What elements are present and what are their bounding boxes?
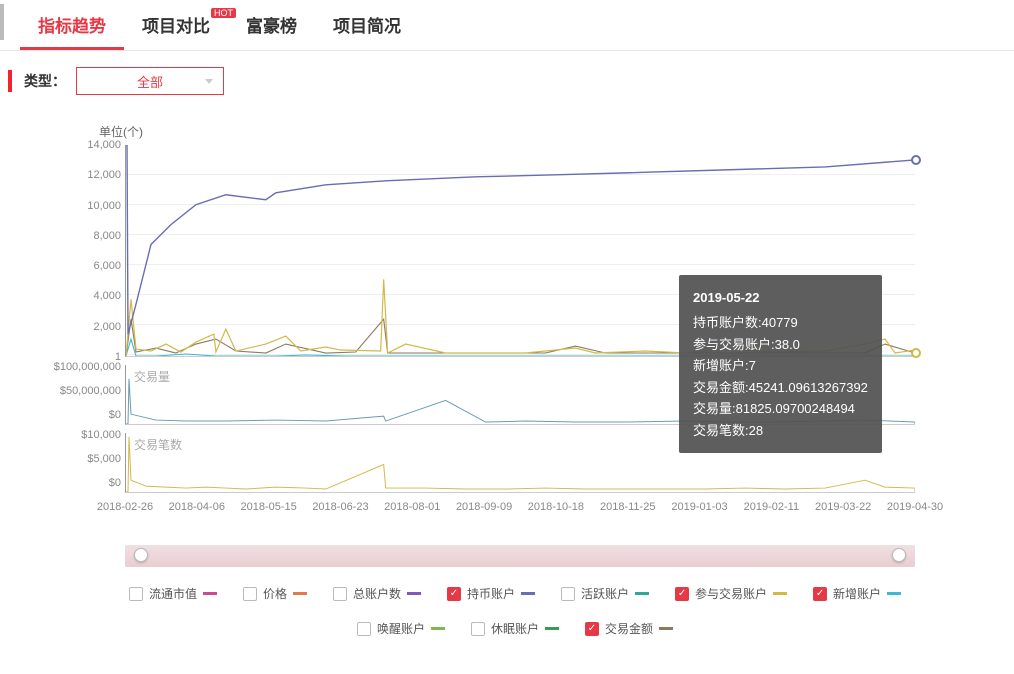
dropdown-value: 全部 bbox=[137, 72, 163, 91]
legend-item-1[interactable]: 价格 bbox=[243, 585, 307, 602]
y-tick-label: 2,000 bbox=[61, 321, 121, 333]
y2-tick-label: $0 bbox=[45, 409, 121, 421]
x-tick-label: 2018-05-15 bbox=[240, 501, 296, 513]
range-slider[interactable] bbox=[125, 545, 915, 567]
legend-swatch bbox=[659, 627, 673, 630]
tab-3[interactable]: 项目简况 bbox=[315, 0, 419, 50]
legend-swatch bbox=[293, 592, 307, 595]
tooltip-row: 新增账户:7 bbox=[693, 355, 868, 376]
x-tick-label: 2019-04-30 bbox=[887, 501, 943, 513]
legend-label: 休眠账户 bbox=[491, 620, 539, 637]
x-tick-label: 2019-03-22 bbox=[815, 501, 871, 513]
tooltip-row: 参与交易账户:38.0 bbox=[693, 334, 868, 355]
filter-accent-bar bbox=[8, 70, 12, 92]
legend: 流通市值 价格 总账户数 持币账户 活跃账户 参与交易账户 新增账户唤醒账户 休眠账户 交易金额 bbox=[75, 585, 955, 637]
legend-item-5[interactable]: 参与交易账户 bbox=[675, 585, 787, 602]
x-tick-label: 2018-10-18 bbox=[528, 501, 584, 513]
y-tick-label: 4,000 bbox=[61, 290, 121, 302]
tooltip-row: 持币账户数:40779 bbox=[693, 312, 868, 333]
tab-2[interactable]: 富豪榜 bbox=[228, 0, 315, 50]
x-tick-label: 2018-06-23 bbox=[312, 501, 368, 513]
legend-item-3[interactable]: 持币账户 bbox=[447, 585, 535, 602]
chart-tooltip: 2019-05-22 持币账户数:40779参与交易账户:38.0新增账户:7交… bbox=[679, 275, 882, 453]
legend-swatch bbox=[431, 627, 445, 630]
x-tick-label: 2018-02-26 bbox=[97, 501, 153, 513]
y3-tick-label: $5,000 bbox=[61, 453, 121, 465]
y3-tick-label: $10,000 bbox=[61, 429, 121, 441]
legend-label: 流通市值 bbox=[149, 585, 197, 602]
y-axis-unit: 单位(个) bbox=[99, 123, 143, 140]
series-marker-top bbox=[911, 155, 921, 165]
legend-swatch bbox=[407, 592, 421, 595]
legend-item-0[interactable]: 流通市值 bbox=[129, 585, 217, 602]
legend-checkbox[interactable] bbox=[675, 587, 689, 601]
series-marker-mid bbox=[911, 348, 921, 358]
legend-label: 活跃账户 bbox=[581, 585, 629, 602]
legend-checkbox[interactable] bbox=[471, 622, 485, 636]
x-tick-label: 2018-11-25 bbox=[600, 501, 655, 513]
legend-item-7[interactable]: 唤醒账户 bbox=[357, 620, 445, 637]
y-tick-label: 14,000 bbox=[61, 139, 121, 151]
legend-item-9[interactable]: 交易金额 bbox=[585, 620, 673, 637]
legend-label: 交易金额 bbox=[605, 620, 653, 637]
filter-row: 类型： 全部 bbox=[0, 51, 1014, 95]
legend-label: 新增账户 bbox=[833, 585, 881, 602]
legend-item-2[interactable]: 总账户数 bbox=[333, 585, 421, 602]
legend-label: 价格 bbox=[263, 585, 287, 602]
slider-handle-left[interactable] bbox=[134, 548, 148, 562]
legend-label: 总账户数 bbox=[353, 585, 401, 602]
legend-swatch bbox=[521, 592, 535, 595]
tooltip-row: 交易量:81825.09700248494 bbox=[693, 398, 868, 419]
tab-accent-bar bbox=[0, 4, 4, 40]
x-tick-label: 2018-08-01 bbox=[384, 501, 440, 513]
legend-checkbox[interactable] bbox=[447, 587, 461, 601]
legend-label: 唤醒账户 bbox=[377, 620, 425, 637]
y-tick-label: 12,000 bbox=[61, 169, 121, 181]
legend-swatch bbox=[545, 627, 559, 630]
x-tick-label: 2018-04-06 bbox=[169, 501, 225, 513]
legend-checkbox[interactable] bbox=[333, 587, 347, 601]
tab-1[interactable]: 项目对比HOT bbox=[124, 0, 228, 50]
tooltip-date: 2019-05-22 bbox=[693, 287, 868, 308]
filter-label: 类型： bbox=[24, 71, 66, 91]
x-tick-label: 2019-02-11 bbox=[744, 501, 799, 513]
y3-tick-label: $0 bbox=[61, 477, 121, 489]
legend-label: 持币账户 bbox=[467, 585, 515, 602]
legend-swatch bbox=[635, 592, 649, 595]
chevron-down-icon bbox=[205, 79, 213, 84]
x-tick-label: 2018-09-09 bbox=[456, 501, 512, 513]
type-dropdown[interactable]: 全部 bbox=[76, 67, 224, 95]
legend-item-6[interactable]: 新增账户 bbox=[813, 585, 901, 602]
slider-handle-right[interactable] bbox=[892, 548, 906, 562]
tooltip-row: 交易笔数:28 bbox=[693, 420, 868, 441]
y-tick-label: 10,000 bbox=[61, 200, 121, 212]
y2-tick-label: $50,000,000 bbox=[45, 385, 121, 397]
y2-tick-label: $100,000,000 bbox=[45, 361, 121, 373]
tab-bar: 指标趋势项目对比HOT富豪榜项目简况 bbox=[0, 0, 1014, 51]
legend-item-4[interactable]: 活跃账户 bbox=[561, 585, 649, 602]
legend-swatch bbox=[203, 592, 217, 595]
legend-item-8[interactable]: 休眠账户 bbox=[471, 620, 559, 637]
tab-0[interactable]: 指标趋势 bbox=[20, 0, 124, 50]
legend-checkbox[interactable] bbox=[243, 587, 257, 601]
tooltip-row: 交易金额:45241.09613267392 bbox=[693, 377, 868, 398]
legend-checkbox[interactable] bbox=[357, 622, 371, 636]
legend-swatch bbox=[773, 592, 787, 595]
legend-checkbox[interactable] bbox=[585, 622, 599, 636]
legend-checkbox[interactable] bbox=[129, 587, 143, 601]
y-tick-label: 6,000 bbox=[61, 260, 121, 272]
x-tick-label: 2019-01-03 bbox=[671, 501, 727, 513]
y-tick-label: 8,000 bbox=[61, 230, 121, 242]
legend-checkbox[interactable] bbox=[561, 587, 575, 601]
legend-swatch bbox=[887, 592, 901, 595]
legend-label: 参与交易账户 bbox=[695, 585, 767, 602]
legend-checkbox[interactable] bbox=[813, 587, 827, 601]
